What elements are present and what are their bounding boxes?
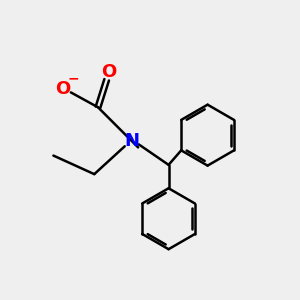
Text: N: N <box>124 132 139 150</box>
Text: −: − <box>67 71 79 85</box>
Text: O: O <box>101 63 117 81</box>
Text: O: O <box>55 80 70 98</box>
